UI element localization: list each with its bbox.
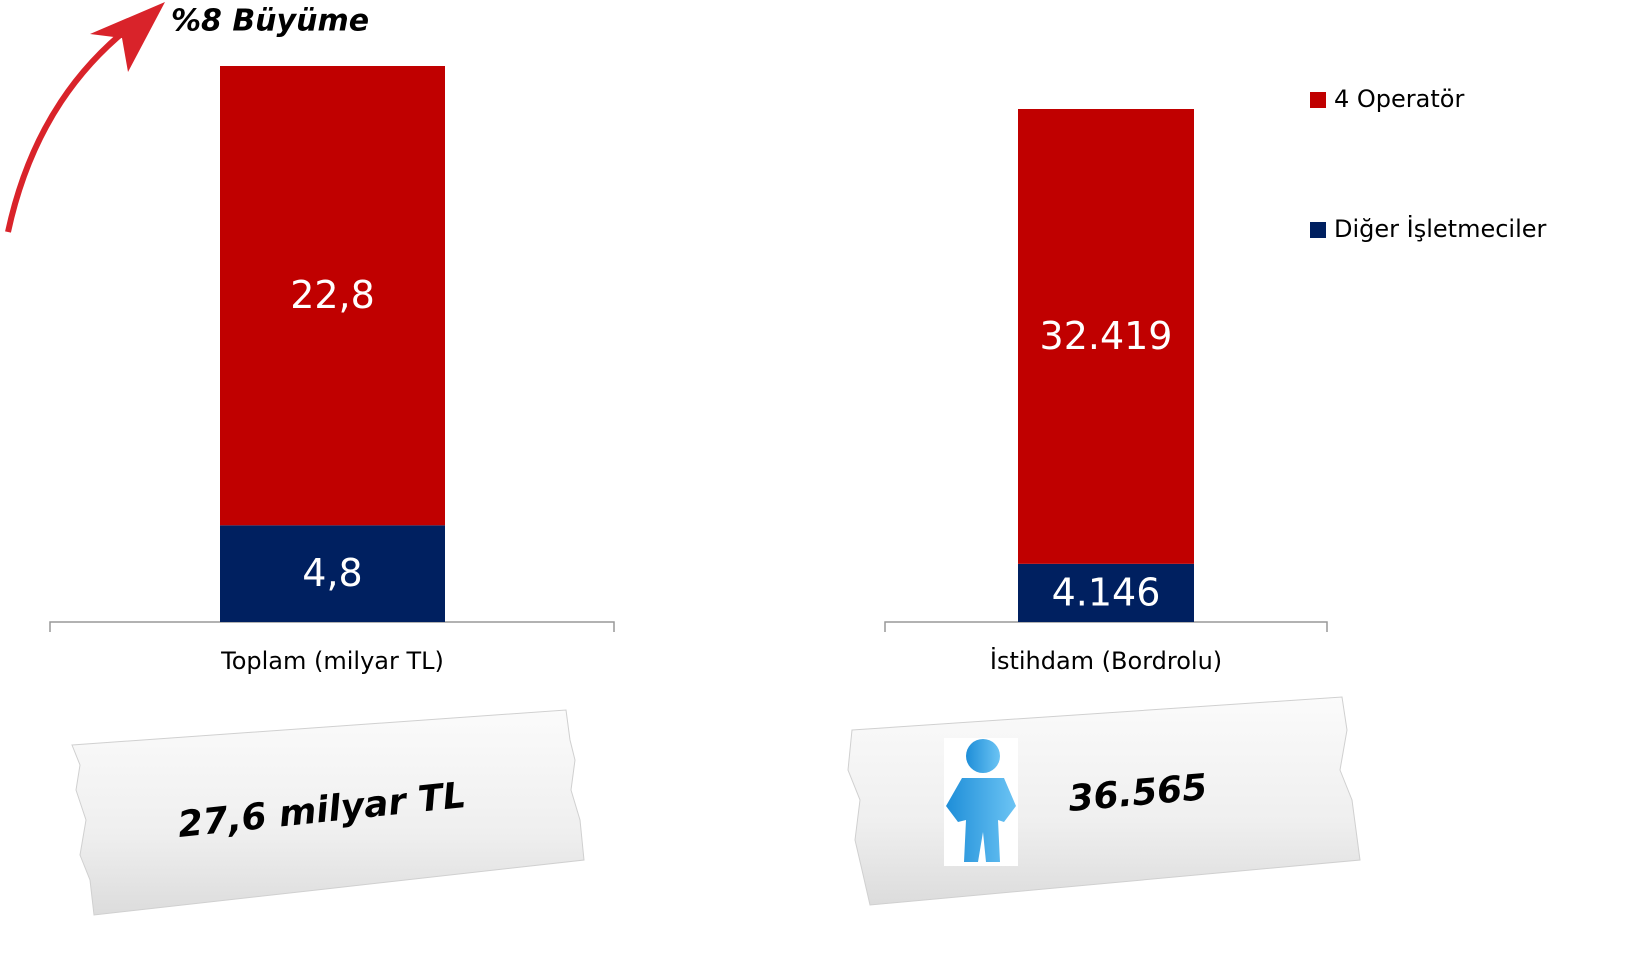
value-label: 22,8: [290, 273, 375, 317]
bar-segment: [220, 66, 445, 526]
value-label: 4.146: [1052, 570, 1161, 614]
growth-label: %8 Büyüme: [171, 4, 369, 39]
x-tick-label: İstihdam (Bordrolu): [990, 646, 1222, 675]
tape-note: [71, 709, 585, 916]
arrow-head: [90, 2, 165, 72]
x-axis: [49, 621, 615, 632]
value-label: 32.419: [1040, 314, 1173, 358]
legend-swatch: [1310, 92, 1326, 108]
legend-label: Diğer İşletmeciler: [1334, 214, 1547, 243]
bar-segment: [1018, 563, 1194, 622]
person-icon: [944, 738, 1018, 866]
x-axis: [884, 621, 1328, 632]
x-tick-label: Toplam (milyar TL): [220, 647, 444, 675]
bar-segment: [220, 525, 445, 622]
bar-segment: [1018, 109, 1194, 564]
value-label: 4,8: [302, 551, 362, 595]
legend-swatch: [1310, 222, 1326, 238]
legend-label: 4 Operatör: [1334, 85, 1464, 113]
